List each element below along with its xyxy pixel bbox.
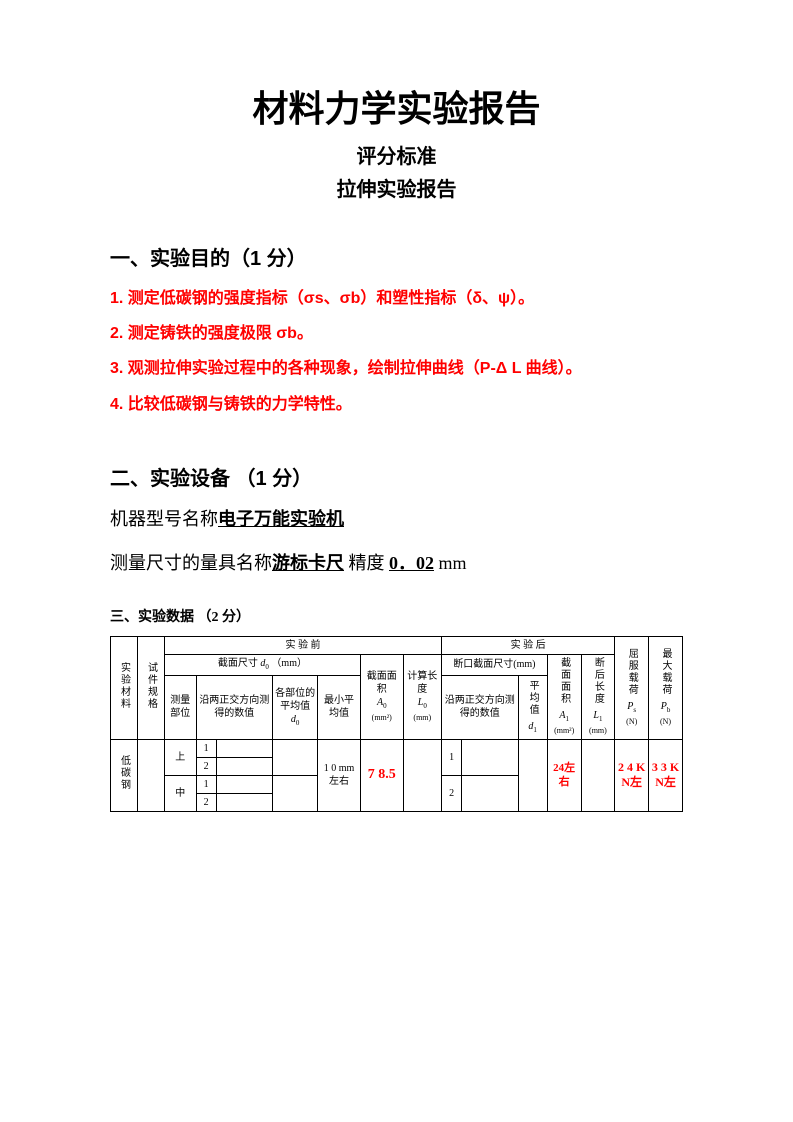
val-empty-3 <box>216 775 272 793</box>
section2-heading: 二、实验设备 （1 分） <box>110 462 683 491</box>
cross2-empty-2 <box>462 775 518 811</box>
col-max: 最大载荷 Pb (N) <box>649 636 683 739</box>
pb-val: 3 3 KN左 <box>649 739 683 811</box>
col-len2: 断后长度 L1 (mm) <box>581 654 615 739</box>
subtitle-2: 拉伸实验报告 <box>110 173 683 202</box>
equipment-line-2: 测量尺寸的量具名称游标卡尺 精度 0．02 mm <box>110 545 683 581</box>
col-cross2: 沿两正交方向测得的数值 <box>441 676 518 740</box>
hdr-d1: 断口截面尺寸(mm) <box>441 654 547 675</box>
objective-4: 4. 比较低碳钢与铸铁的力学特性。 <box>110 387 683 422</box>
l1-empty <box>581 739 615 811</box>
cross2-empty <box>462 739 518 775</box>
after-num-2: 2 <box>441 775 461 811</box>
objective-3: 3. 观测拉伸实验过程中的各种现象，绘制拉伸曲线（P-Δ L 曲线）。 <box>110 351 683 386</box>
pos-up: 上 <box>165 739 197 775</box>
col-pos: 测量部位 <box>165 676 197 740</box>
ps-val: 2 4 KN左 <box>615 739 649 811</box>
col-len: 计算长度 L0 (mm) <box>403 654 441 739</box>
val-empty-2 <box>216 757 272 775</box>
equip-value: 电子万能实验机 <box>218 509 344 529</box>
rownum-2: 2 <box>196 757 216 775</box>
hdr-before: 实 验 前 <box>165 636 442 654</box>
tool-prefix: 测量尺寸的量具名称 <box>110 553 272 573</box>
tool-value: 游标卡尺 <box>272 553 344 573</box>
col-avg: 各部位的平均值 d0 <box>273 676 318 740</box>
objective-2: 2. 测定铸铁的强度极限 σb。 <box>110 316 683 351</box>
spec-cell <box>138 739 165 811</box>
len-empty <box>403 739 441 811</box>
val-empty-4 <box>216 793 272 811</box>
avg-empty-2 <box>273 775 318 811</box>
col-avg2: 平均值 d1 <box>518 676 547 740</box>
col-area: 截面面积 A0 (mm²) <box>360 654 403 739</box>
col-min: 最小平均值 <box>318 676 361 740</box>
subtitle-1: 评分标准 <box>110 140 683 169</box>
data-table: 实验材料 试件规格 实 验 前 实 验 后 屈服载荷 Ps (N) 最大载荷 P… <box>110 636 683 812</box>
col-cross: 沿两正交方向测得的数值 <box>196 676 273 740</box>
equip-prefix: 机器型号名称 <box>110 509 218 529</box>
precision-unit: mm <box>434 553 467 573</box>
precision-value: 0．02 <box>389 553 434 573</box>
rownum-1: 1 <box>196 739 216 757</box>
avg-empty <box>273 739 318 775</box>
section1-heading: 一、实验目的（1 分） <box>110 242 683 271</box>
objective-1: 1. 测定低碳钢的强度指标（σs、σb）和塑性指标（δ、ψ）。 <box>110 281 683 316</box>
pos-mid: 中 <box>165 775 197 811</box>
val-empty <box>216 739 272 757</box>
after-num-1: 1 <box>441 739 461 775</box>
rownum-4: 2 <box>196 793 216 811</box>
col-area2: 截面面积 A1 (mm²) <box>547 654 581 739</box>
material-cell: 低碳钢 <box>111 739 138 811</box>
col-yield: 屈服载荷 Ps (N) <box>615 636 649 739</box>
col-spec: 试件规格 <box>138 636 165 739</box>
precision-label: 精度 <box>344 553 389 573</box>
hdr-after: 实 验 后 <box>441 636 614 654</box>
hdr-d0: 截面尺寸 d0 （mm） <box>165 654 361 675</box>
a1-val: 24左右 <box>547 739 581 811</box>
avg2-empty <box>518 739 547 811</box>
main-title: 材料力学实验报告 <box>110 80 683 132</box>
col-material: 实验材料 <box>111 636 138 739</box>
d0-val: 1 0 mm左右 <box>318 739 361 811</box>
rownum-3: 1 <box>196 775 216 793</box>
area-val: 7 8.5 <box>360 739 403 811</box>
section3-heading: 三、实验数据 （2 分） <box>110 606 683 626</box>
equipment-line-1: 机器型号名称电子万能实验机 <box>110 501 683 537</box>
